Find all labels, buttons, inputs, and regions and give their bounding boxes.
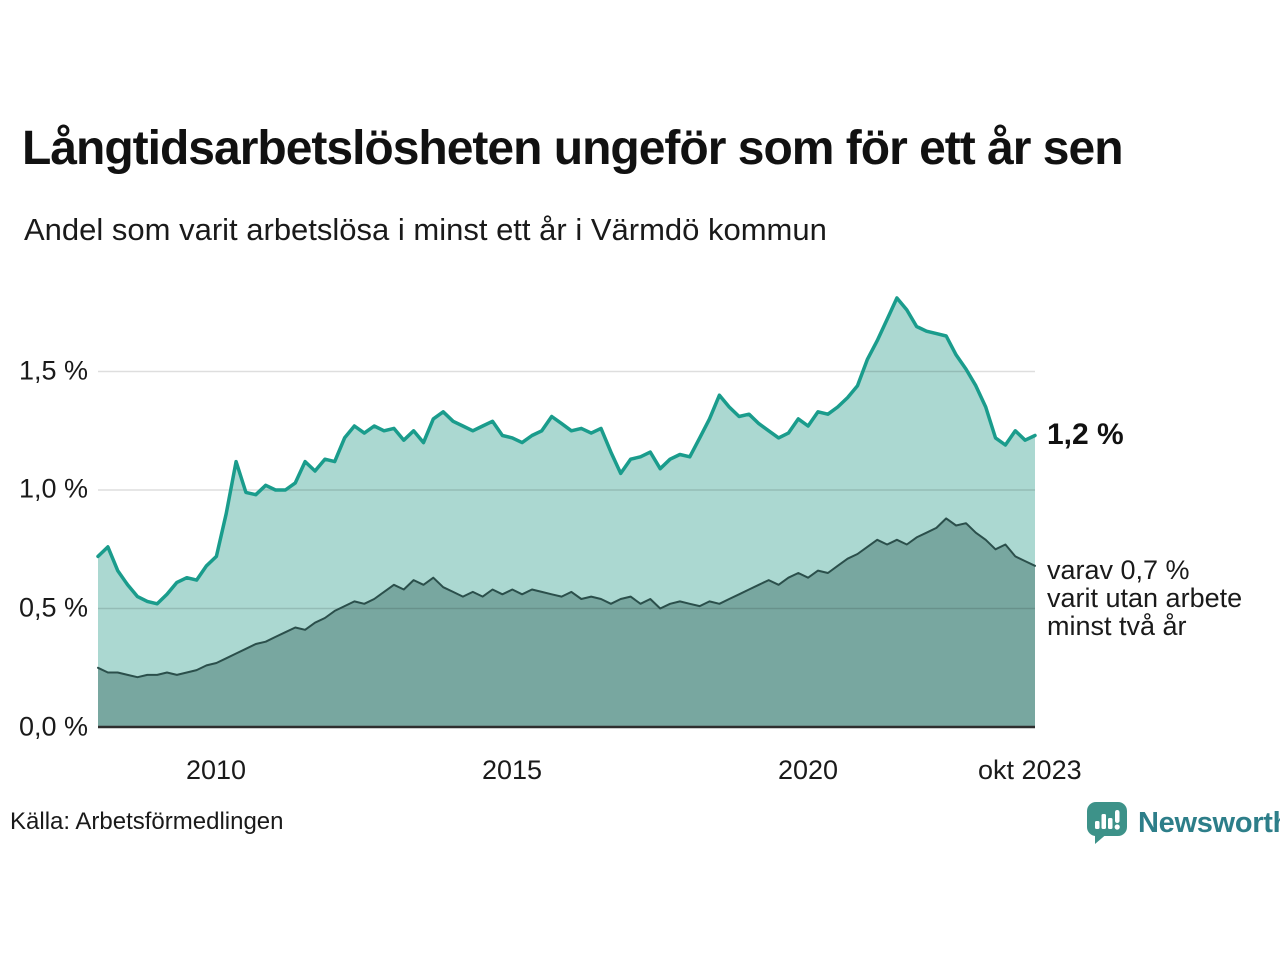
y-axis-tick-0-0: 0,0 % <box>18 711 88 742</box>
newsworthy-logo-text: Newsworthy <box>1138 806 1280 839</box>
series-subset-end-label: varav 0,7 % varit utan arbete minst två … <box>1047 556 1242 640</box>
source-caption: Källa: Arbetsförmedlingen <box>10 808 284 835</box>
y-axis-tick-1-5: 1,5 % <box>18 355 88 386</box>
series-line-0 <box>96 296 1037 606</box>
series-subset-end-label-line2: varit utan arbete <box>1047 583 1243 613</box>
series-total-end-label: 1,2 % <box>1047 418 1124 451</box>
y-axis-tick-0-5: 0,5 % <box>18 592 88 623</box>
series-area-1 <box>98 518 1035 727</box>
series-line-1 <box>97 517 1036 679</box>
x-axis-tick-2020: 2020 <box>777 755 839 785</box>
x-axis-tick-2010: 2010 <box>185 755 247 785</box>
page-title: Långtidsarbetslösheten ungeför som för e… <box>22 122 1124 175</box>
x-axis-tick-okt-2023: okt 2023 <box>978 755 1082 785</box>
series-subset-end-label-line3: minst två år <box>1047 611 1187 641</box>
chart-subtitle: Andel som varit arbetslösa i minst ett å… <box>24 212 827 247</box>
y-axis-tick-1-0: 1,0 % <box>18 473 88 504</box>
newsworthy-logo: Newsworthy <box>1086 801 1280 845</box>
x-axis-tick-2015: 2015 <box>481 755 543 785</box>
newsworthy-logo-icon <box>1087 802 1127 844</box>
series-subset-end-label-line1: varav 0,7 % <box>1047 555 1190 585</box>
